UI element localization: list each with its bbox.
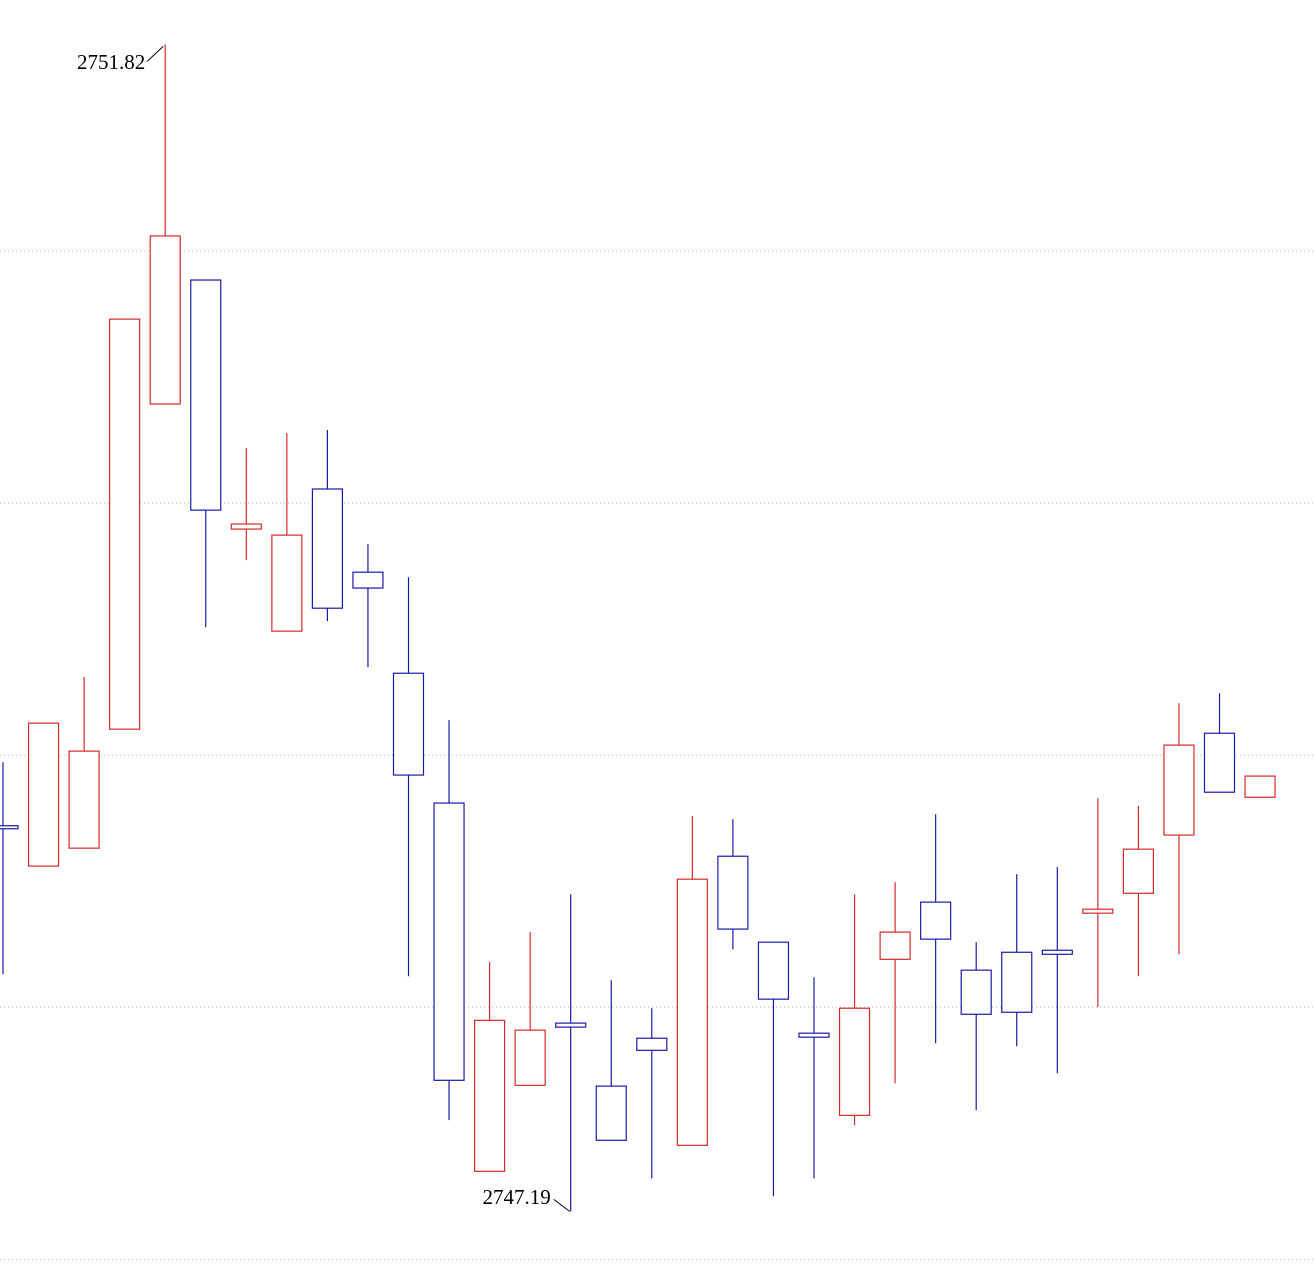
high-label: 2751.82 — [77, 50, 145, 74]
candle-body — [595, 1085, 627, 1141]
candle-body — [1001, 951, 1033, 1013]
candle-body — [636, 1037, 668, 1051]
candle-body — [474, 1019, 506, 1172]
candle-body — [1203, 732, 1236, 793]
candle-body — [190, 279, 222, 511]
candle-body — [311, 488, 343, 609]
candle-body — [1244, 775, 1276, 798]
annotation-leader — [146, 45, 164, 62]
candle-body — [109, 318, 141, 730]
candle-body — [960, 969, 992, 1015]
candle-body — [149, 235, 181, 405]
candle-body — [433, 802, 465, 1081]
candle-body — [555, 1022, 587, 1028]
candle-body — [838, 1007, 871, 1116]
candle-body — [757, 941, 790, 1000]
candle-body — [1122, 848, 1155, 894]
candle-body — [920, 901, 952, 940]
candle-body — [1163, 744, 1195, 836]
candle-body — [271, 534, 303, 632]
candle-body — [676, 878, 708, 1146]
candle-body — [0, 825, 19, 830]
candle-body — [27, 722, 60, 867]
candle-body — [879, 931, 911, 960]
candle-body — [230, 523, 262, 530]
candle-body — [798, 1032, 830, 1038]
candle-body — [68, 750, 100, 849]
candle-body — [1082, 908, 1114, 914]
candle-body — [717, 855, 749, 930]
candle-body — [352, 571, 384, 589]
candle-body — [514, 1029, 546, 1086]
annotation-leader — [553, 1198, 571, 1212]
low-label: 2747.19 — [482, 1185, 550, 1209]
candle-body — [1041, 949, 1073, 955]
candle-body — [392, 672, 425, 776]
